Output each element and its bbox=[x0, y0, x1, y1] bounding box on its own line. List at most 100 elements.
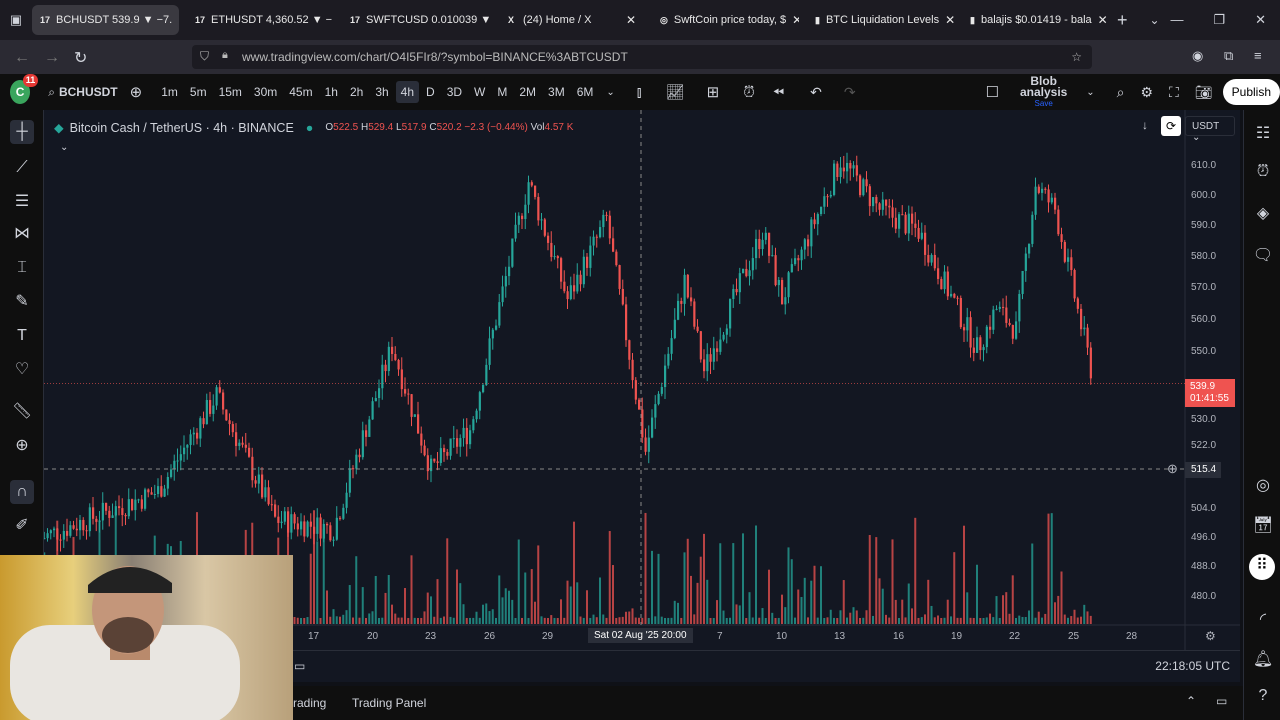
timeframe-3M[interactable]: 3M bbox=[548, 85, 565, 99]
date-range-icon[interactable]: ▭ bbox=[294, 659, 306, 673]
replay-icon[interactable]: ⏪︎ bbox=[772, 83, 785, 100]
products-grid-icon[interactable]: ⠿ bbox=[1249, 554, 1275, 580]
signal-icon[interactable]: ◜ bbox=[1259, 611, 1267, 628]
new-tab-button[interactable]: + bbox=[1117, 9, 1128, 30]
layout-name-button[interactable]: Blob analysis Save bbox=[1019, 73, 1068, 108]
timeframe-3D[interactable]: 3D bbox=[446, 85, 463, 99]
legend-collapse-icon[interactable]: ⌄ bbox=[60, 142, 69, 153]
utc-clock[interactable]: 22:18:05 UTC bbox=[1155, 659, 1230, 673]
auto-scale-icon[interactable]: ⟳ bbox=[1161, 116, 1181, 136]
tab-trading-panel[interactable]: Trading Panel bbox=[352, 696, 427, 710]
maximize-panel-icon[interactable]: ▭ bbox=[1216, 694, 1228, 708]
settings-icon[interactable]: ⚙︎ bbox=[1140, 83, 1154, 100]
text-tool-icon[interactable]: T bbox=[17, 327, 27, 344]
volume-bar bbox=[868, 535, 871, 624]
timeframe-D[interactable]: D bbox=[426, 85, 435, 99]
menu-icon[interactable]: ≡ bbox=[1254, 48, 1262, 63]
maximize-button[interactable]: ❐ bbox=[1213, 12, 1226, 27]
notifications-icon[interactable]: 🔔︎ bbox=[1252, 651, 1274, 668]
search-icon[interactable]: ⌕ bbox=[48, 84, 55, 99]
brush-icon[interactable]: ✎ bbox=[15, 293, 29, 310]
publish-button[interactable]: Publish bbox=[1222, 79, 1280, 105]
add-alert-plus-icon[interactable]: ⊕ bbox=[1167, 461, 1178, 476]
bookmark-star-icon[interactable]: ☆ bbox=[1071, 50, 1082, 64]
scroll-down-icon[interactable]: ↓ bbox=[1142, 118, 1148, 132]
fib-retracement-icon[interactable]: ☰ bbox=[14, 193, 30, 210]
close-tab-icon[interactable]: ✕ bbox=[792, 13, 799, 27]
help-icon[interactable]: ? bbox=[1258, 687, 1268, 704]
templates-icon[interactable]: ⊞ bbox=[706, 84, 720, 101]
tab-list-icon[interactable]: ▣ bbox=[9, 12, 23, 27]
timeframe-M[interactable]: M bbox=[497, 85, 508, 99]
close-tab-icon[interactable]: ✕ bbox=[625, 13, 636, 27]
layers-icon[interactable]: ◈ bbox=[1256, 205, 1270, 222]
screenshot-icon[interactable]: 📷︎ bbox=[1194, 83, 1213, 100]
chat-icon[interactable]: 🗨︎ bbox=[1252, 247, 1274, 264]
alert-icon[interactable]: ⏰︎ bbox=[743, 83, 755, 101]
expand-panel-icon[interactable]: ⌃ bbox=[1186, 694, 1197, 708]
tab-trading[interactable]: rading bbox=[293, 696, 327, 710]
symbol-search-button[interactable]: BCHUSDT bbox=[58, 85, 118, 99]
timeframe-15m[interactable]: 15m bbox=[218, 85, 242, 99]
close-window-button[interactable]: ✕ bbox=[1255, 12, 1266, 27]
browser-tab[interactable]: 17 BCHUSDT 539.9 ▼ −7. ✕ bbox=[32, 5, 179, 35]
undo-icon[interactable]: ↶ bbox=[810, 83, 822, 100]
layout-checkbox-icon[interactable]: ☐ bbox=[985, 84, 1000, 101]
quick-search-icon[interactable]: ⌕ bbox=[1116, 83, 1125, 100]
timeframe-dropdown-icon[interactable]: ⌄ bbox=[606, 86, 615, 98]
timeframe-3h[interactable]: 3h bbox=[375, 85, 389, 99]
timeframe-4h[interactable]: 4h bbox=[395, 81, 420, 103]
browser-tab[interactable]: ◎ SwftCoin price today, $ ✕ bbox=[652, 5, 799, 35]
avatar[interactable]: C 11 bbox=[10, 74, 39, 104]
fullscreen-icon[interactable]: ⛶ bbox=[1169, 83, 1179, 100]
close-tab-icon[interactable]: ✕ bbox=[178, 13, 179, 27]
trend-line-icon[interactable]: ⟋ bbox=[16, 159, 28, 176]
back-icon[interactable]: ← bbox=[14, 49, 30, 66]
candle-body bbox=[72, 525, 75, 529]
axis-settings-icon[interactable]: ⚙︎ bbox=[1205, 629, 1216, 643]
zoom-in-icon[interactable]: ⊕ bbox=[15, 437, 29, 454]
magnet-icon[interactable]: ∩ bbox=[10, 480, 34, 504]
alerts-clock-icon[interactable]: ⏰︎ bbox=[1256, 163, 1270, 180]
timeframe-30m[interactable]: 30m bbox=[253, 85, 278, 99]
account-icon[interactable]: ◉ bbox=[1192, 48, 1204, 63]
timeframe-5m[interactable]: 5m bbox=[189, 85, 207, 99]
pattern-icon[interactable]: ⋈ bbox=[14, 225, 30, 242]
ruler-icon[interactable]: 📏︎ bbox=[11, 403, 33, 420]
close-tab-icon[interactable]: ✕ bbox=[1097, 13, 1108, 27]
minimize-button[interactable]: — bbox=[1170, 12, 1184, 27]
extensions-icon[interactable]: ⧉ bbox=[1224, 48, 1234, 63]
browser-tab[interactable]: ▮ balajis $0.01419 - bala ✕ bbox=[962, 5, 1109, 35]
watchlist-icon[interactable]: ☷ bbox=[1255, 125, 1271, 142]
calendar-icon[interactable]: 📅︎ bbox=[1252, 517, 1274, 534]
lock-drawings-icon[interactable]: ✐ bbox=[15, 517, 29, 534]
timeframe-1m[interactable]: 1m bbox=[161, 85, 178, 99]
hotlist-icon[interactable]: ◎ bbox=[1256, 477, 1270, 494]
indicators-icon[interactable]: 📈︎ bbox=[665, 84, 685, 101]
close-tab-icon[interactable]: ✕ bbox=[945, 13, 954, 27]
browser-tab[interactable]: X (24) Home / X ✕ bbox=[497, 5, 644, 35]
timeframe-6M[interactable]: 6M bbox=[576, 85, 594, 99]
candle-body bbox=[686, 274, 689, 298]
symbol-title[interactable]: Bitcoin Cash / TetherUS · 4h · BINANCE bbox=[69, 120, 294, 135]
layout-dropdown-icon[interactable]: ⌄ bbox=[1086, 86, 1095, 98]
favorites-heart-icon[interactable]: ♡ bbox=[14, 361, 30, 378]
timeframe-1h[interactable]: 1h bbox=[324, 85, 338, 99]
timeframe-2h[interactable]: 2h bbox=[349, 85, 364, 99]
redo-icon[interactable]: ↷ bbox=[843, 83, 856, 100]
browser-tab[interactable]: ▮ BTC Liquidation Levels ✕ bbox=[807, 5, 954, 35]
timeframe-45m[interactable]: 45m bbox=[289, 85, 313, 99]
currency-select[interactable]: USDT ⌄ bbox=[1185, 116, 1235, 143]
timeframe-2M[interactable]: 2M bbox=[519, 85, 537, 99]
reload-icon[interactable]: ↻ bbox=[74, 50, 88, 67]
crosshair-tool-icon[interactable]: ┼ bbox=[10, 120, 34, 144]
timeframe-W[interactable]: W bbox=[474, 85, 486, 99]
forward-icon[interactable]: → bbox=[44, 49, 60, 66]
candle-type-icon[interactable]: ⫾ bbox=[636, 83, 642, 101]
compare-add-icon[interactable]: ⊕ bbox=[129, 84, 143, 101]
tab-overflow-icon[interactable]: ⌄ bbox=[1149, 13, 1160, 27]
prediction-icon[interactable]: ⌶ bbox=[17, 259, 27, 276]
url-input[interactable]: ⛉ 🔒︎ www.tradingview.com/chart/O4I5FIr8/… bbox=[192, 45, 1092, 69]
